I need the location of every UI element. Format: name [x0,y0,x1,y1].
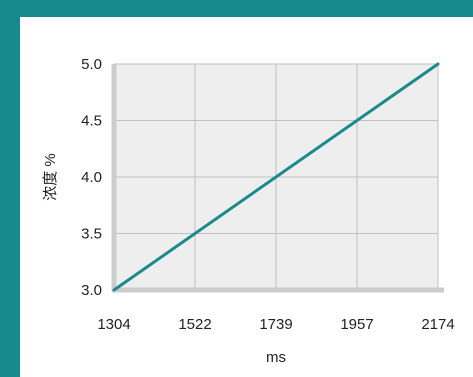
y-tick-label: 4.5 [81,113,102,130]
series-line-0 [112,62,440,292]
y-tick-label: 5.0 [81,56,102,73]
x-axis-label: ms [266,349,286,366]
x-tick-label: 2174 [421,316,454,333]
y-tick-label: 4.0 [81,169,102,186]
x-tick-label: 1957 [340,316,373,333]
y-tick-labels: 3.0 3.5 4.0 4.5 5.0 [81,56,102,299]
y-tick-label: 3.0 [81,282,102,299]
x-tick-label: 1522 [178,316,211,333]
axes [111,64,444,293]
series-layer [112,62,440,292]
x-tick-label: 1739 [259,316,292,333]
y-axis-label: 浓度 % [42,153,59,201]
y-tick-label: 3.5 [81,226,102,243]
x-tick-labels: 1304 1522 1739 1957 2174 [97,316,454,333]
x-tick-label: 1304 [97,316,130,333]
